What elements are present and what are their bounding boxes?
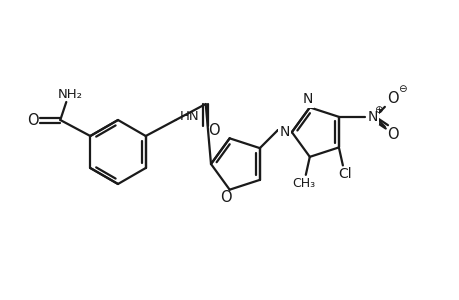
Text: O: O bbox=[386, 91, 398, 106]
Text: N: N bbox=[279, 125, 290, 139]
Text: HN: HN bbox=[179, 110, 199, 122]
Text: O: O bbox=[386, 127, 398, 142]
Text: Cl: Cl bbox=[337, 167, 351, 182]
Text: O: O bbox=[28, 112, 39, 128]
Text: O: O bbox=[219, 190, 231, 205]
Text: ⊖: ⊖ bbox=[397, 84, 406, 94]
Text: CH₃: CH₃ bbox=[291, 177, 315, 190]
Text: ⊕: ⊕ bbox=[374, 105, 382, 115]
Text: NH₂: NH₂ bbox=[58, 88, 83, 100]
Text: O: O bbox=[207, 122, 219, 137]
Text: N: N bbox=[367, 110, 377, 124]
Text: N: N bbox=[302, 92, 312, 106]
